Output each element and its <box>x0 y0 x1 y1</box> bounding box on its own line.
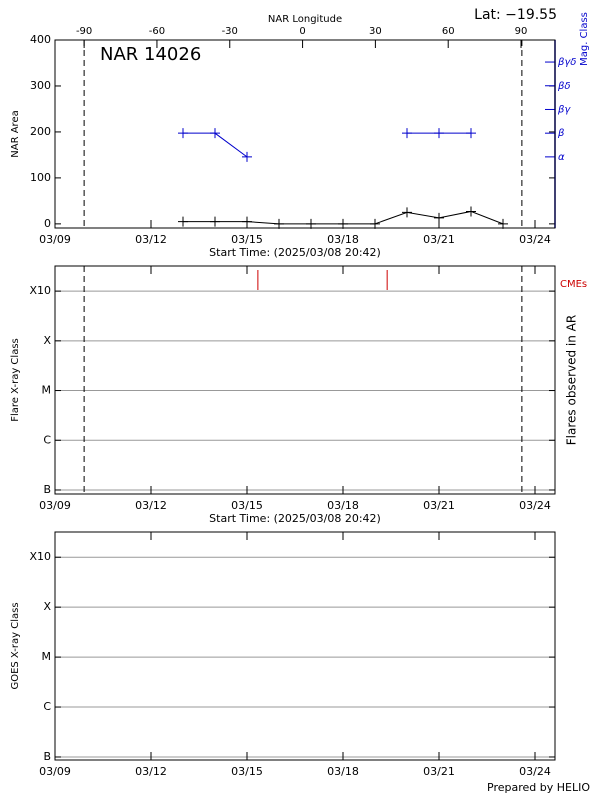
marker <box>242 151 252 162</box>
y-tick-label: C <box>43 433 51 446</box>
y2-axis-label: Mag. Class <box>579 12 590 66</box>
y-tick-label: X <box>43 600 51 613</box>
x-tick-label: 03/21 <box>423 765 455 778</box>
x-tick-label: 03/24 <box>519 233 551 246</box>
y-tick-label: C <box>43 700 51 713</box>
cme-label: CMEs <box>560 279 587 290</box>
y-tick-label: M <box>42 384 52 397</box>
x-tick-label: 03/21 <box>423 499 455 512</box>
y-tick-label: B <box>43 750 51 763</box>
x-tick-label: 03/12 <box>135 499 167 512</box>
plot-frame <box>54 39 556 229</box>
marker <box>338 218 348 229</box>
marker <box>178 216 188 227</box>
plot-frame <box>54 265 556 495</box>
marker <box>466 206 476 217</box>
marker <box>242 216 252 227</box>
x-tick-label: 03/09 <box>39 233 71 246</box>
x2-tick-label: 30 <box>369 26 382 37</box>
x2-tick-label: 60 <box>442 26 455 37</box>
marker <box>274 218 284 229</box>
x-tick-label: 03/21 <box>423 233 455 246</box>
x2-tick-label: -60 <box>149 26 165 37</box>
x-tick-label: 03/18 <box>327 499 359 512</box>
x-axis-label: Start Time: (2025/03/08 20:42) <box>209 246 381 259</box>
credit: Prepared by HELIO <box>487 781 590 794</box>
x2-axis-label: NAR Longitude <box>268 14 342 25</box>
y2-tick-label: βγ <box>557 104 571 115</box>
marker <box>210 128 220 139</box>
x-tick-label: 03/24 <box>519 499 551 512</box>
y-tick-label: X10 <box>29 284 51 297</box>
marker <box>498 218 508 229</box>
latitude: Lat: −19.55 <box>474 7 557 23</box>
y-tick-label: X10 <box>29 550 51 563</box>
marker <box>402 207 412 218</box>
x-axis-label: Start Time: (2025/03/08 20:42) <box>209 512 381 525</box>
y-tick-label: 400 <box>30 33 51 46</box>
x-tick-label: 03/18 <box>327 765 359 778</box>
y-tick-label: 200 <box>30 125 51 138</box>
plot-frame <box>54 531 556 761</box>
x-tick-label: 03/15 <box>231 499 263 512</box>
y-axis-label: NAR Area <box>10 110 21 157</box>
x2-tick-label: 90 <box>515 26 528 37</box>
marker <box>370 218 380 229</box>
x2-tick-label: -90 <box>76 26 92 37</box>
y-tick-label: 100 <box>30 171 51 184</box>
x2-tick-label: -30 <box>222 26 238 37</box>
y2-tick-label: βγδ <box>557 57 576 68</box>
marker <box>434 128 444 139</box>
y-tick-label: 0 <box>44 217 51 230</box>
y-axis-label: Flare X-ray Class <box>10 338 21 422</box>
marker <box>178 128 188 139</box>
y2-tick-label: α <box>558 152 565 163</box>
x2-tick-label: 0 <box>299 26 305 37</box>
marker <box>210 216 220 227</box>
y2-tick-label: βδ <box>557 81 571 92</box>
y-axis-label: GOES X-ray Class <box>10 602 21 689</box>
x-tick-label: 03/12 <box>135 765 167 778</box>
x-tick-label: 03/12 <box>135 233 167 246</box>
marker <box>402 128 412 139</box>
marker <box>466 128 476 139</box>
y2-tick-label: β <box>557 128 565 139</box>
marker <box>306 218 316 229</box>
y-tick-label: X <box>43 334 51 347</box>
marker <box>434 212 444 223</box>
y-tick-label: B <box>43 483 51 496</box>
x-tick-label: 03/15 <box>231 233 263 246</box>
y-tick-label: M <box>42 650 52 663</box>
x-tick-label: 03/18 <box>327 233 359 246</box>
x-tick-label: 03/24 <box>519 765 551 778</box>
x-tick-label: 03/09 <box>39 499 71 512</box>
y2-axis-label: Flares observed in AR <box>565 315 579 445</box>
x-tick-label: 03/09 <box>39 765 71 778</box>
x-tick-label: 03/15 <box>231 765 263 778</box>
panel-title: NAR 14026 <box>100 44 201 65</box>
y-tick-label: 300 <box>30 79 51 92</box>
